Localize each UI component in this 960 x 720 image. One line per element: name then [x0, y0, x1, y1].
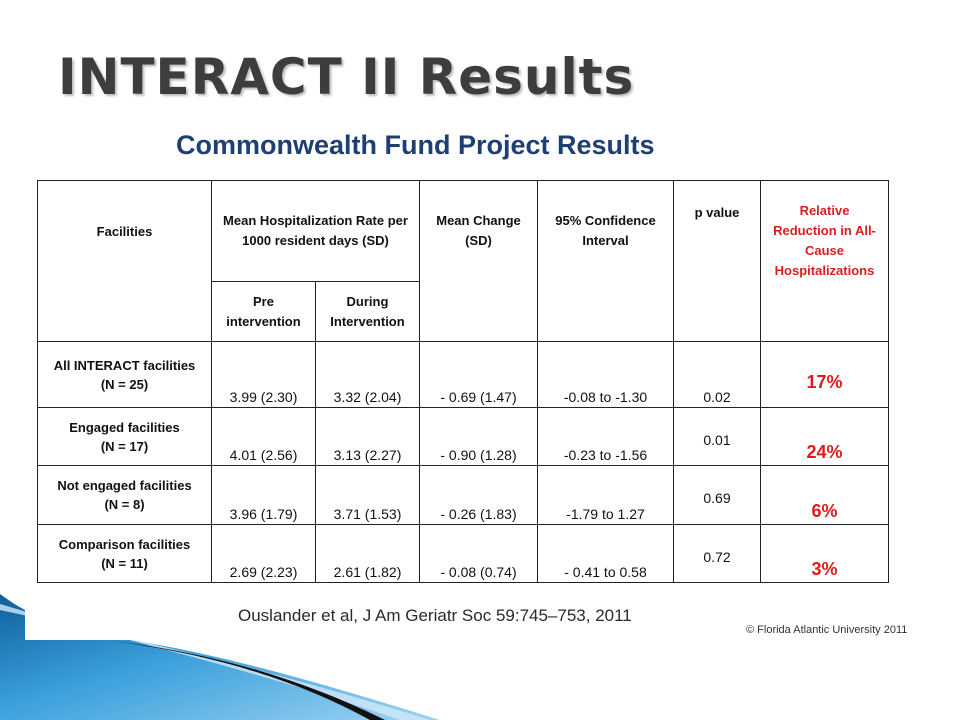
results-table: Facilities Mean Hospitalization Rate per…: [37, 180, 889, 583]
p-value: 0.02: [673, 341, 761, 408]
facility-cell: Engaged facilities (N = 17): [37, 407, 212, 466]
during-value: 2.61 (1.82): [315, 524, 420, 583]
table-row: Comparison facilities (N = 11) 2.69 (2.2…: [37, 524, 889, 583]
reduction-value: 17%: [760, 341, 889, 408]
pre-value: 3.99 (2.30): [211, 341, 316, 408]
header-facilities: Facilities: [37, 180, 212, 342]
header-mean-change: Mean Change (SD): [419, 180, 538, 342]
facility-cell: All INTERACT facilities (N = 25): [37, 341, 212, 408]
ci-value: -0.23 to -1.56: [537, 407, 674, 466]
p-value: 0.72: [673, 524, 761, 583]
facility-name: Comparison facilities: [58, 536, 191, 552]
pre-value: 2.69 (2.23): [211, 524, 316, 583]
p-value: 0.01: [673, 407, 761, 466]
table-row: All INTERACT facilities (N = 25) 3.99 (2…: [37, 341, 889, 408]
change-value: - 0.90 (1.28): [419, 407, 538, 466]
p-value: 0.69: [673, 465, 761, 525]
facility-n: (N = 17): [100, 438, 149, 454]
change-value: - 0.26 (1.83): [419, 465, 538, 525]
facility-cell: Comparison facilities (N = 11): [37, 524, 212, 583]
header-pre-intervention: Pre intervention: [211, 281, 316, 342]
change-value: - 0.69 (1.47): [419, 341, 538, 408]
ci-value: -0.08 to -1.30: [537, 341, 674, 408]
facility-n: (N = 25): [100, 376, 149, 392]
during-value: 3.32 (2.04): [315, 341, 420, 408]
facility-cell: Not engaged facilities (N = 8): [37, 465, 212, 525]
table-row: Not engaged facilities (N = 8) 3.96 (1.7…: [37, 465, 889, 525]
facility-name: Not engaged facilities: [57, 478, 192, 493]
decorative-wave: [0, 594, 440, 720]
ci-value: -1.79 to 1.27: [537, 465, 674, 525]
reduction-value: 6%: [760, 465, 889, 525]
header-during-intervention: During Intervention: [315, 281, 420, 342]
change-value: - 0.08 (0.74): [419, 524, 538, 583]
header-relative-reduction: Relative Reduction in All-Cause Hospital…: [760, 180, 889, 342]
ci-value: - 0.41 to 0.58: [537, 524, 674, 583]
header-p-value: p value: [673, 180, 761, 342]
table-row: Engaged facilities (N = 17) 4.01 (2.56) …: [37, 407, 889, 466]
during-value: 3.13 (2.27): [315, 407, 420, 466]
during-value: 3.71 (1.53): [315, 465, 420, 525]
reduction-value: 3%: [760, 524, 889, 583]
facility-n: (N = 11): [101, 555, 148, 571]
pre-value: 3.96 (1.79): [211, 465, 316, 525]
facility-n: (N = 8): [104, 497, 145, 512]
header-confidence-interval: 95% Confidence Interval: [537, 180, 674, 342]
copyright-notice: © Florida Atlantic University 2011: [746, 624, 908, 636]
facility-name: Engaged facilities: [69, 419, 180, 435]
reduction-value: 24%: [760, 407, 889, 466]
slide-title: INTERACT II Results: [58, 48, 635, 106]
figure-subtitle: Commonwealth Fund Project Results: [176, 130, 655, 160]
citation: Ouslander et al, J Am Geriatr Soc 59:745…: [238, 606, 632, 625]
pre-value: 4.01 (2.56): [211, 407, 316, 466]
facility-name: All INTERACT facilities: [53, 357, 196, 373]
header-mean-rate: Mean Hospitalization Rate per 1000 resid…: [211, 180, 420, 282]
